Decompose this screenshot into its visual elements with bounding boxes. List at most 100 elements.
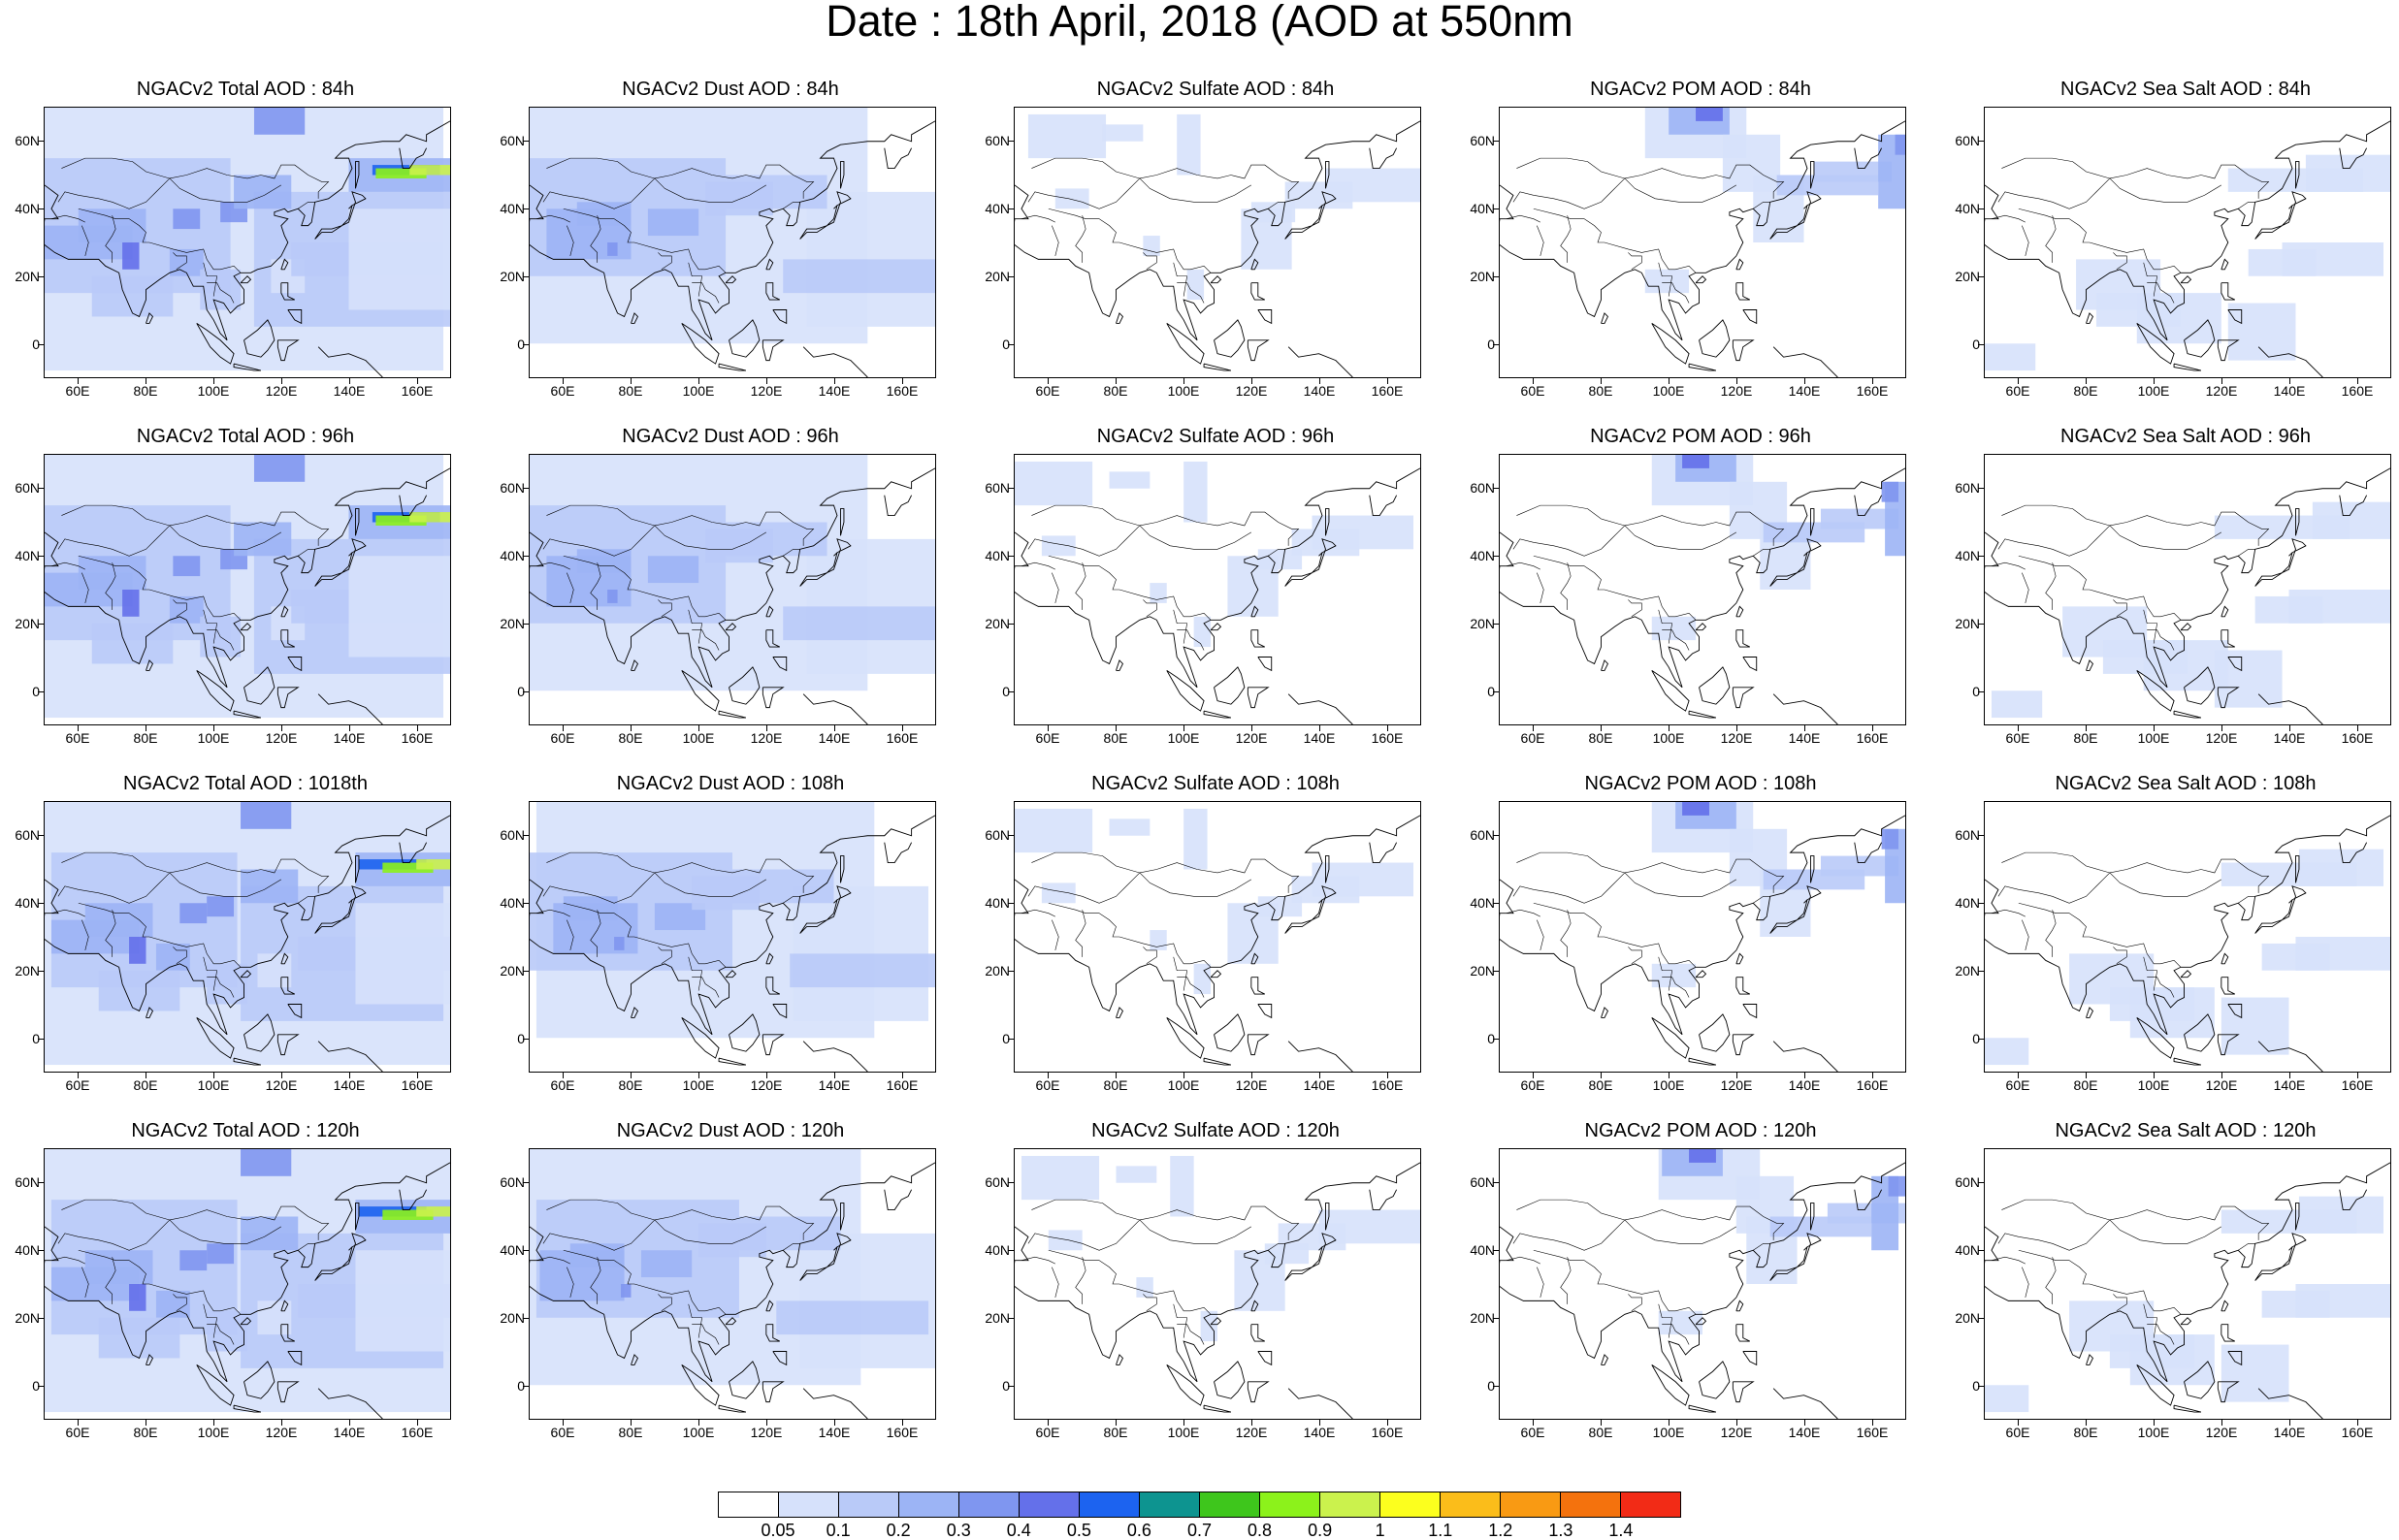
figure-title: Date : 18th April, 2018 (AOD at 550nm xyxy=(826,0,1573,46)
coastline xyxy=(1735,952,1744,965)
country-border xyxy=(783,1243,800,1251)
country-border xyxy=(1027,177,1141,209)
country-border xyxy=(61,851,170,874)
lon-tick-label: 140E xyxy=(333,383,366,399)
country-border xyxy=(78,1249,242,1315)
country-border xyxy=(2147,282,2175,304)
coastline xyxy=(1166,1364,1205,1406)
lat-tick-label: 0 xyxy=(517,1378,525,1394)
lat-tick-label: 0 xyxy=(517,337,525,352)
lon-tick-label: 100E xyxy=(682,383,715,399)
aod-cell xyxy=(122,590,140,617)
lat-tick-label: 20N xyxy=(1470,269,1495,284)
country-border xyxy=(1658,262,1673,297)
country-border xyxy=(590,910,601,957)
country-border xyxy=(1173,1303,1188,1338)
coastline xyxy=(2086,312,2094,324)
lat-tick-mark xyxy=(1008,556,1014,557)
lon-tick-label: 60E xyxy=(1520,1077,1545,1093)
aod-cell xyxy=(607,242,618,256)
coastline xyxy=(1688,1404,1717,1413)
lat-tick-mark xyxy=(1493,344,1499,345)
lat-tick-mark xyxy=(523,141,529,142)
lat-tick-label: 60N xyxy=(1470,827,1495,843)
coastline xyxy=(2184,319,2216,358)
lat-tick-mark xyxy=(1493,903,1499,904)
country-border xyxy=(1624,1205,1785,1240)
country-border xyxy=(61,157,170,179)
country-border xyxy=(1075,215,1086,263)
lat-tick-mark xyxy=(1008,1039,1014,1040)
aod-cell xyxy=(1150,930,1167,950)
lon-tick-mark xyxy=(1669,1073,1670,1078)
coastline xyxy=(45,120,450,341)
lon-tick-label: 100E xyxy=(1167,1077,1200,1093)
country-border xyxy=(207,977,235,998)
coastline xyxy=(725,275,737,284)
coastline xyxy=(530,815,935,1036)
aod-cell xyxy=(179,903,208,924)
coastline xyxy=(2217,1034,2240,1056)
lat-tick-mark xyxy=(1978,835,1984,836)
aod-cell xyxy=(1257,549,1303,570)
coastline xyxy=(833,1246,838,1251)
lat-tick-mark xyxy=(523,1182,529,1183)
lat-tick-mark xyxy=(1978,488,1984,489)
lon-tick-mark xyxy=(1048,1420,1049,1426)
coastline xyxy=(772,657,788,672)
country-border xyxy=(1048,208,1212,273)
map-plot-area xyxy=(1984,1148,2391,1420)
lat-tick-mark xyxy=(38,1039,44,1040)
lon-tick-mark xyxy=(766,1073,767,1078)
colorbar-swatch xyxy=(719,1492,779,1517)
lon-tick-mark xyxy=(834,1420,835,1426)
lat-tick-mark xyxy=(38,903,44,904)
country-border xyxy=(1075,1257,1086,1304)
country-border xyxy=(169,177,281,203)
coastline xyxy=(276,1381,300,1403)
panel-title: NGACv2 Sea Salt AOD : 108h xyxy=(2055,773,2317,794)
coastline xyxy=(1985,467,2390,689)
lat-tick-mark xyxy=(38,488,44,489)
lat-tick-mark xyxy=(1978,1318,1984,1319)
aod-field-map xyxy=(1015,1155,1420,1419)
coastline xyxy=(1116,659,1124,671)
country-border xyxy=(2018,208,2182,273)
lon-tick-mark xyxy=(349,1420,350,1426)
lat-tick-label: 0 xyxy=(1002,1378,1010,1394)
aod-field-map xyxy=(45,455,450,724)
country-border xyxy=(1177,629,1205,651)
coastline xyxy=(2221,1299,2229,1312)
country-border xyxy=(2022,1267,2029,1298)
lon-tick-mark xyxy=(349,378,350,384)
country-border xyxy=(542,525,656,557)
coastline xyxy=(1732,1381,1755,1403)
coastline xyxy=(1699,319,1731,358)
coastline xyxy=(2288,205,2293,209)
lat-tick-mark xyxy=(38,1386,44,1387)
coastline xyxy=(1772,1041,1838,1072)
panel-title: NGACv2 Dust AOD : 84h xyxy=(622,79,839,100)
aod-cell xyxy=(640,1250,693,1278)
lat-tick-label: 20N xyxy=(985,963,1010,979)
coastline xyxy=(1318,1246,1323,1251)
map-panel: NGACv2 Sea Salt AOD : 96h 60N 40N 20N 0 60E 80… xyxy=(1943,426,2399,759)
lat-tick-label: 20N xyxy=(500,963,525,979)
country-border xyxy=(2143,956,2158,991)
lon-tick-label: 140E xyxy=(1788,1425,1821,1440)
lat-tick-mark xyxy=(38,276,44,277)
country-border xyxy=(2109,164,2270,199)
lon-tick-mark xyxy=(281,1420,282,1426)
lon-tick-mark xyxy=(417,725,418,731)
coastline xyxy=(314,885,367,934)
aod-cell xyxy=(84,903,153,937)
map-plot-area xyxy=(1014,801,1421,1073)
aod-cell xyxy=(207,896,235,917)
coastline xyxy=(2254,538,2307,587)
coastline xyxy=(1803,1246,1808,1251)
country-border xyxy=(658,946,672,965)
country-border xyxy=(298,549,315,557)
map-panel: NGACv2 Total AOD : 96h 60N 40N 20N 0 60E 80E 10… xyxy=(3,426,488,759)
aod-cell xyxy=(98,1317,180,1359)
lon-tick-label: 100E xyxy=(682,1077,715,1093)
